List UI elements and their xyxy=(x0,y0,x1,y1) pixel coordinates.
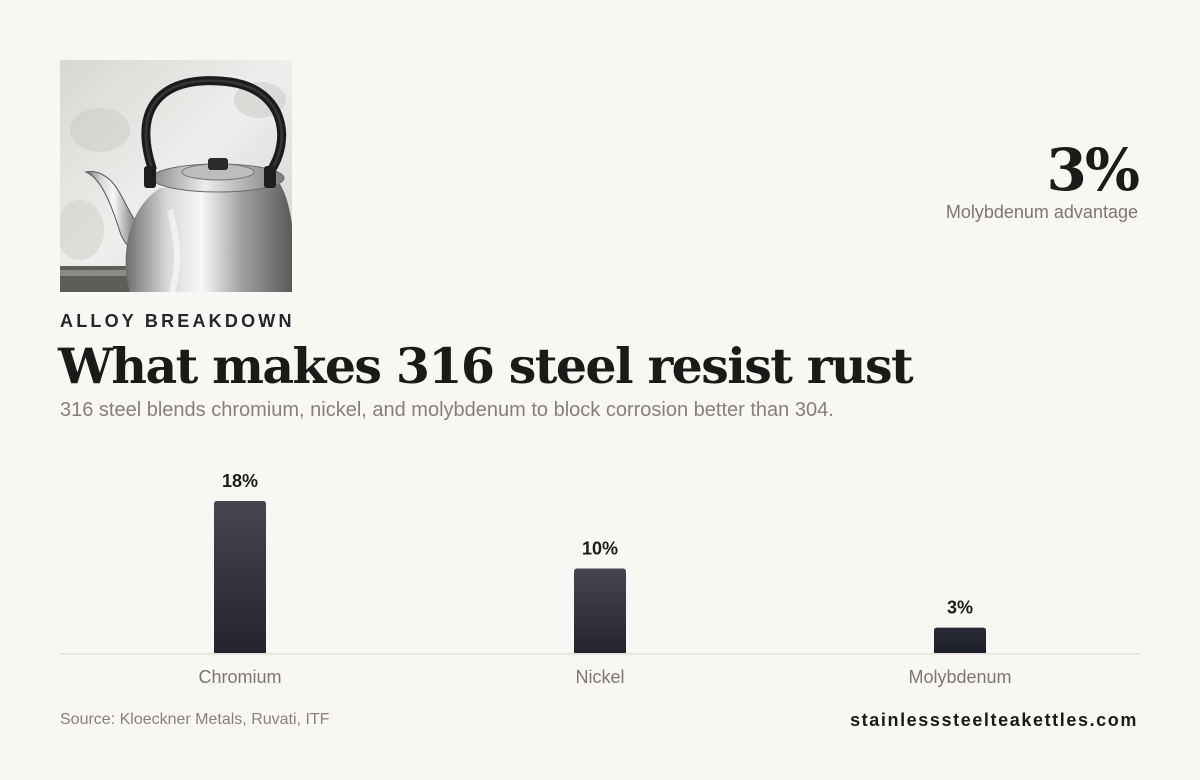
bar-nickel xyxy=(574,568,626,653)
page-title: What makes 316 steel resist rust xyxy=(58,337,914,395)
page-subtitle: 316 steel blends chromium, nickel, and m… xyxy=(60,399,834,421)
source-note: Source: Kloeckner Metals, Ruvati, ITF xyxy=(60,711,330,728)
category-label-chromium: Chromium xyxy=(198,667,281,687)
value-label-chromium: 18% xyxy=(222,471,258,491)
category-label-molybdenum: Molybdenum xyxy=(908,667,1011,687)
stat-callout: 3% Molybdenum advantage xyxy=(945,136,1140,223)
site-brand: stainlesssteelteakettles.com xyxy=(850,710,1138,730)
value-label-nickel: 10% xyxy=(582,539,618,559)
kettle-photo xyxy=(60,60,292,292)
bar-chromium xyxy=(214,501,266,653)
stat-label: Molybdenum advantage xyxy=(945,202,1138,222)
kettle-image xyxy=(60,60,292,292)
chart-bars: 18% Chromium 10% Nickel 3% Molybdenum xyxy=(198,471,1011,687)
stat-value: 3% xyxy=(1046,136,1140,204)
eyebrow-label: ALLOY BREAKDOWN xyxy=(60,311,295,331)
bar-molybdenum xyxy=(934,627,986,653)
category-label-nickel: Nickel xyxy=(575,667,624,687)
value-label-molybdenum: 3% xyxy=(947,598,973,618)
